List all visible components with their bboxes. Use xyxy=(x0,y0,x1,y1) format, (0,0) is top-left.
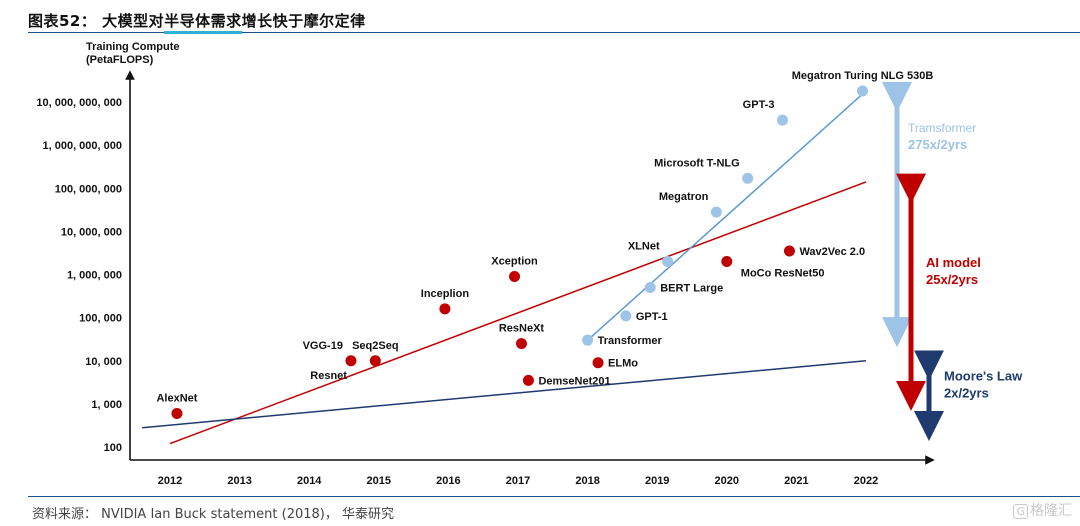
data-point xyxy=(582,334,594,346)
moores-law-annotation-line2: 2x/2yrs xyxy=(944,385,989,400)
data-label: ResNeXt xyxy=(499,323,545,335)
data-point xyxy=(369,355,381,367)
data-label: Resnet xyxy=(310,370,347,382)
data-label: Transformer xyxy=(598,335,663,347)
transformer-annotation-line2: 275x/2yrs xyxy=(908,137,967,152)
data-point xyxy=(644,281,656,293)
source-note: 资料来源： NVIDIA Ian Buck statement (2018)， … xyxy=(32,507,395,522)
moores-law-trend-line xyxy=(142,360,867,429)
x-tick-label: 2019 xyxy=(645,475,669,487)
ai-model-trend-line xyxy=(169,181,867,445)
data-point xyxy=(710,206,722,218)
data-label: AlexNet xyxy=(156,392,197,404)
data-label: VGG-19 xyxy=(303,340,343,352)
x-tick-label: 2018 xyxy=(575,475,599,487)
data-label: Wav2Vec 2.0 xyxy=(799,246,865,258)
data-point xyxy=(783,245,795,257)
data-label: Xception xyxy=(491,255,538,267)
data-point xyxy=(620,310,632,322)
x-tick-label: 2017 xyxy=(506,475,530,487)
y-tick-label: 1, 000, 000, 000 xyxy=(42,140,122,152)
data-point xyxy=(742,172,754,184)
data-label: DemseNet201 xyxy=(538,375,610,387)
watermark: G 格隆汇 xyxy=(1013,500,1072,520)
y-tick-label: 10, 000, 000 xyxy=(61,226,122,238)
watermark-logo: G xyxy=(1013,504,1028,519)
data-label: BERT Large xyxy=(660,282,723,294)
header-divider xyxy=(28,32,1080,33)
data-label: Megatron xyxy=(659,191,709,203)
footer-divider xyxy=(28,496,1080,497)
data-point xyxy=(857,85,869,97)
x-tick-label: 2013 xyxy=(227,475,251,487)
x-tick-label: 2020 xyxy=(715,475,739,487)
figure-title: 图表52： 大模型对半导体需求增长快于摩尔定律 xyxy=(28,12,366,30)
data-point xyxy=(171,407,183,419)
data-point xyxy=(522,374,534,386)
y-axis-title-line1: Training Compute xyxy=(86,41,180,53)
transformer-annotation-line1: Tramsformer xyxy=(908,121,976,135)
x-tick-label: 2014 xyxy=(297,475,322,487)
y-tick-label: 10, 000 xyxy=(85,356,122,368)
x-tick-label: 2022 xyxy=(854,475,878,487)
x-tick-label: 2012 xyxy=(158,475,182,487)
x-tick-label: 2015 xyxy=(367,475,391,487)
y-tick-label: 100, 000, 000 xyxy=(55,183,122,195)
y-tick-label: 1, 000, 000 xyxy=(67,270,122,282)
data-label: MoCo ResNet50 xyxy=(741,268,825,280)
data-label: Seq2Seq xyxy=(352,340,398,352)
y-tick-label: 100 xyxy=(104,442,122,454)
header-accent-bar xyxy=(164,31,242,34)
data-label: GPT-1 xyxy=(636,311,668,323)
data-label: Microsoft T-NLG xyxy=(654,157,740,169)
data-point xyxy=(509,270,521,282)
figure-header: 图表52： 大模型对半导体需求增长快于摩尔定律 xyxy=(28,8,1080,34)
data-point xyxy=(662,256,674,268)
data-point xyxy=(345,355,357,367)
data-point xyxy=(592,357,604,369)
y-tick-label: 1, 000 xyxy=(91,399,122,411)
x-tick-label: 2021 xyxy=(784,475,808,487)
data-label: ELMo xyxy=(608,358,638,370)
x-tick-label: 2016 xyxy=(436,475,460,487)
ai-model-annotation-line1: AI model xyxy=(926,255,981,270)
y-axis-title-line2: (PetaFLOPS) xyxy=(86,54,154,66)
data-point xyxy=(515,338,527,350)
y-tick-label: 100, 000 xyxy=(79,313,122,325)
watermark-text: 格隆汇 xyxy=(1030,503,1072,519)
ai-model-annotation-line2: 25x/2yrs xyxy=(926,272,978,287)
data-point xyxy=(721,256,733,268)
data-label: XLNet xyxy=(628,241,660,253)
data-label: GPT-3 xyxy=(743,99,775,111)
data-point xyxy=(776,114,788,126)
y-tick-label: 10, 000, 000, 000 xyxy=(36,97,122,109)
data-point xyxy=(439,303,451,315)
data-label: Megatron Turing NLG 530B xyxy=(792,70,934,82)
data-label: Inceplion xyxy=(421,288,470,300)
moores-law-annotation-line1: Moore's Law xyxy=(944,368,1023,383)
transformer-trend-line xyxy=(587,90,867,341)
